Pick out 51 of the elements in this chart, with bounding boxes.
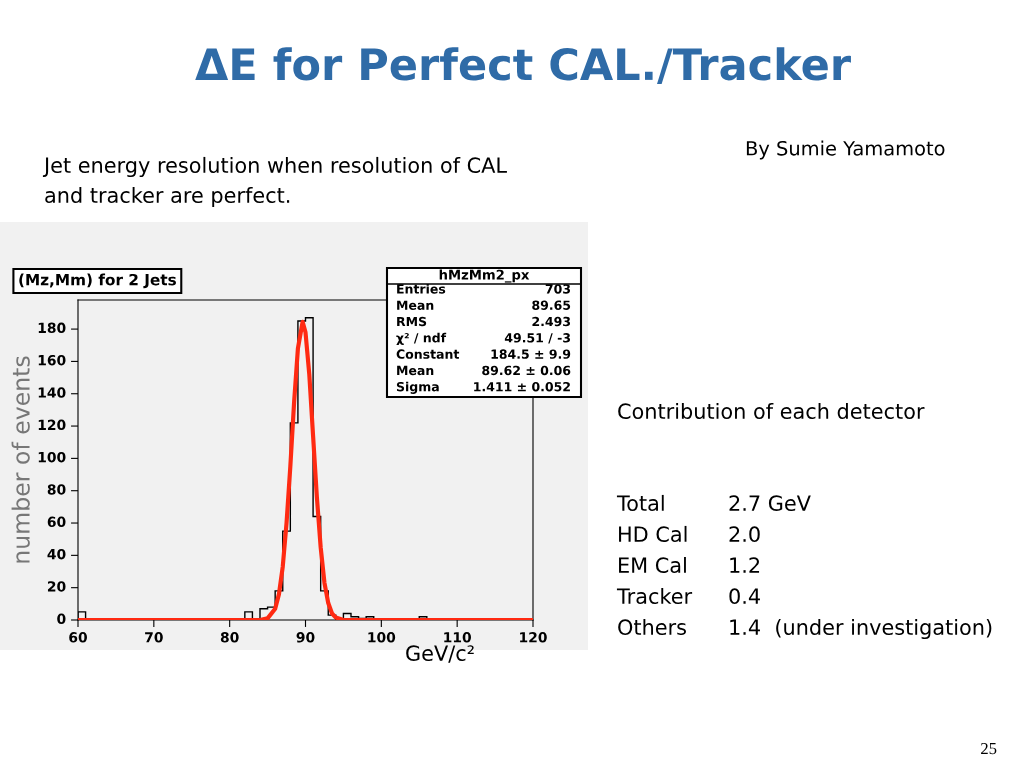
y-tick-label: 40: [47, 548, 66, 560]
text: and tracker are perfect.: [45, 186, 290, 208]
text: HD Cal: [619, 525, 687, 543]
text: EM Cal: [619, 556, 686, 574]
chart-title: ΔE for Perfect CAL./Tracker: [195, 47, 851, 84]
annotation: RMS: [397, 316, 427, 327]
y-tick-label: 60: [47, 516, 66, 528]
annotation: 89.65: [532, 300, 571, 310]
annotation: Constant: [396, 349, 460, 359]
y-axis-title: number of events: [11, 356, 30, 563]
x-tick-label: 90: [296, 632, 315, 643]
annotation: χ² / ndf: [396, 332, 447, 345]
annotation: Mean: [397, 300, 434, 310]
text: hMzMm2_px: [439, 269, 530, 283]
text: By Sumie Yamamoto: [746, 140, 945, 160]
text: 703: [545, 284, 571, 294]
x-tick-label: 60: [69, 632, 87, 643]
text: Total: [616, 494, 664, 512]
y-tick-label: 80: [47, 484, 66, 495]
text: 2.0: [729, 526, 760, 543]
annotation: Sigma: [396, 381, 439, 394]
text: 1.2: [730, 557, 760, 573]
y-tick-label: 20: [47, 581, 66, 592]
annotation: 1.411 ± 0.052: [474, 381, 570, 392]
x-tick-label: 70: [145, 632, 163, 643]
y-tick-label: 160: [38, 354, 66, 366]
annotation: 49.51 / -3: [504, 333, 571, 344]
annotation: Mean: [397, 365, 434, 376]
chart-subtitle: (Mz,Mm) for 2 Jets: [19, 273, 176, 289]
text: 25: [981, 742, 997, 755]
text: Tracker: [616, 587, 693, 605]
text: Others: [618, 618, 686, 636]
annotation: 184.5 ± 9.9: [491, 349, 571, 359]
y-tick-label: 140: [38, 387, 66, 398]
text: Contribution of each detector: [618, 402, 925, 420]
text: Jet energy resolution when resolution of CAL: [42, 156, 507, 178]
y-tick-label: 120: [38, 419, 66, 431]
y-tick-label: 0: [57, 613, 66, 625]
text: 2.7 GeV: [729, 495, 811, 512]
text: Entries: [397, 283, 446, 294]
annotation: 89.62 ± 0.06: [482, 365, 571, 376]
x-tick-label: 120: [520, 632, 547, 643]
x-tick-label: 80: [220, 632, 239, 643]
annotation: 2.493: [532, 316, 571, 327]
text: 1.4 (under investigation): [730, 618, 992, 640]
y-tick-label: 100: [38, 451, 66, 463]
x-axis-title: GeV/c²: [406, 645, 474, 663]
x-tick-label: 100: [368, 632, 396, 643]
x-tick-label: 110: [444, 632, 471, 643]
y-tick-label: 180: [38, 322, 66, 334]
text: 0.4: [729, 588, 760, 605]
